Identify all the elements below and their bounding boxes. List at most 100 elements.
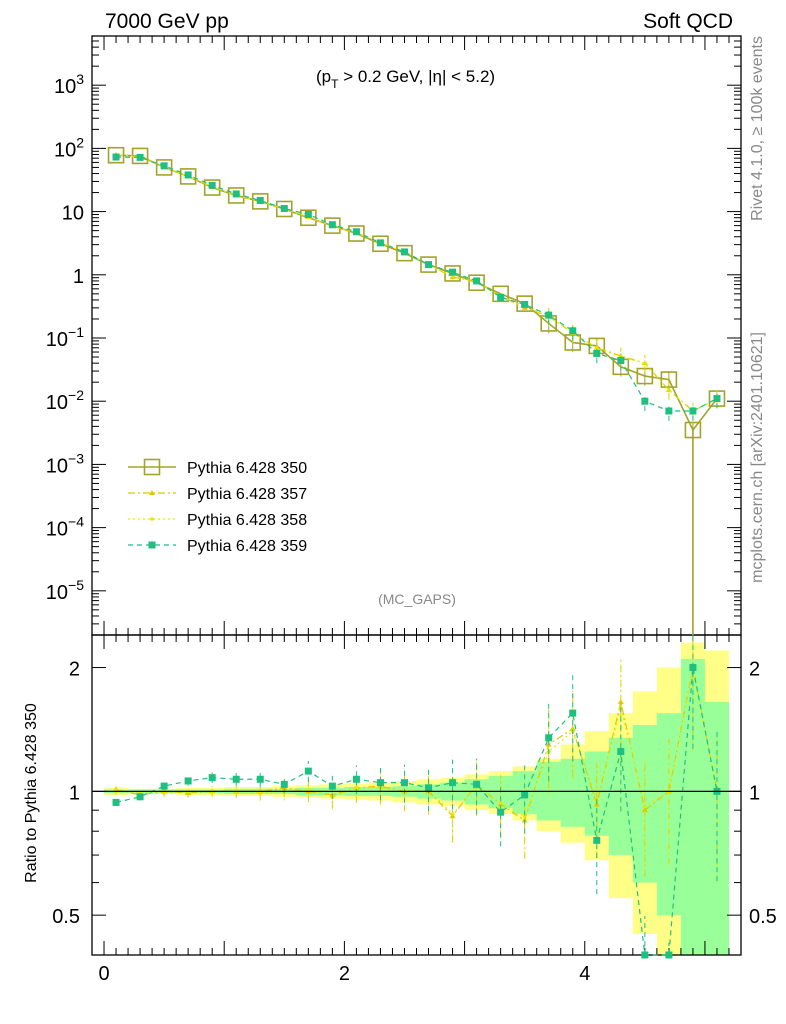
ratio-data-point (450, 812, 455, 816)
ratio-y-tick-labels: 0.5 0.5 1 1 2 2 (52, 659, 777, 929)
main-y-tick-label: 10−2 (46, 387, 84, 414)
main-data-point (617, 357, 625, 365)
main-data-point (107, 146, 125, 164)
ratio-data-point (352, 775, 360, 783)
main-data-point (396, 244, 413, 262)
ratio-uncertainty-bands (104, 642, 729, 955)
main-y-tick-label: 1 (73, 266, 84, 288)
main-data-point (492, 285, 509, 303)
main-series-line (116, 154, 718, 412)
main-data-point (160, 162, 168, 170)
ratio-y-axis-label: Ratio to Pythia 6.428 350 (23, 703, 40, 883)
main-data-point (112, 153, 120, 161)
main-data-point (184, 171, 192, 179)
main-data-point (425, 261, 433, 269)
ratio-data-point (497, 808, 505, 816)
ratio-data-point (232, 775, 240, 783)
x-axis-ticks (103, 36, 730, 955)
cut-annotation: (pT > 0.2 GeV, |η| < 5.2) (316, 67, 495, 91)
legend: Pythia 6.428 350 Pythia 6.428 357 Pythia 6… (128, 458, 307, 555)
main-data-point (473, 277, 481, 285)
ratio-data-point (160, 782, 168, 790)
main-data-point (232, 190, 240, 198)
ratio-data-point (689, 664, 697, 672)
ratio-data-point (304, 767, 312, 775)
ratio-data-point (258, 791, 263, 795)
main-data-point (348, 225, 365, 242)
main-data-point (136, 153, 144, 161)
side-label-rivet: Rivet 4.1.0, ≥ 100k events (749, 36, 766, 221)
ratio-y-tick-label-left: 0.5 (52, 906, 80, 928)
legend-entry-label: Pythia 6.428 357 (187, 486, 307, 503)
main-data-point (689, 407, 697, 415)
main-data-point (208, 181, 216, 189)
ratio-data-point (400, 779, 408, 787)
ratio-data-point (306, 787, 311, 792)
main-data-point (324, 217, 341, 234)
ratio-data-point (641, 951, 649, 959)
ratio-data-point (473, 780, 481, 788)
main-data-point (420, 256, 437, 273)
header-left: 7000 GeV pp (105, 10, 229, 33)
ratio-data-point (256, 775, 264, 783)
ratio-series-line (115, 667, 718, 956)
side-label-mcplots: mcplots.cern.ch [arXiv:2401.10621] (749, 332, 766, 583)
header-right: Soft QCD (643, 10, 733, 33)
main-y-tick-label: 10 (62, 203, 84, 225)
main-data-point (280, 204, 288, 212)
main-data-point (328, 221, 336, 229)
legend-marker (150, 517, 154, 521)
ratio-data-point (643, 804, 647, 809)
x-tick-label: 4 (579, 963, 590, 985)
ratio-data-point (112, 798, 120, 806)
ratio-data-point (449, 779, 457, 787)
ratio-data-point (641, 807, 648, 813)
ratio-data-point (498, 800, 503, 805)
main-data-point (593, 349, 601, 357)
main-series-line (115, 154, 718, 412)
ratio-data-point (665, 951, 673, 959)
main-data-point (352, 228, 360, 236)
main-data-point (641, 397, 649, 405)
main-data-point (256, 196, 264, 204)
main-data-point (497, 293, 505, 301)
x-tick-labels: 0 2 4 (98, 963, 590, 985)
main-data-point (449, 268, 457, 276)
main-y-tick-label: 103 (54, 71, 84, 98)
main-data-point (660, 371, 678, 388)
main-y-tick-label: 10−1 (46, 324, 84, 351)
main-data-point (667, 388, 671, 392)
main-data-point (372, 235, 389, 253)
main-data-point (468, 274, 485, 291)
legend-entry-label: Pythia 6.428 358 (187, 512, 307, 529)
ratio-band-green (104, 658, 729, 955)
main-series (107, 146, 726, 635)
ratio-data-point (617, 748, 625, 756)
legend-entry-label: Pythia 6.428 359 (187, 538, 307, 555)
main-series-line (116, 154, 718, 432)
ratio-y-tick-label-right: 0.5 (749, 906, 777, 928)
main-data-point (227, 187, 245, 204)
main-y-tick-label: 10−4 (46, 514, 84, 541)
main-series-line (116, 156, 718, 412)
ratio-data-point (521, 791, 529, 799)
ratio-data-point (569, 709, 577, 717)
main-data-point (251, 193, 269, 210)
main-y-tick-label: 102 (54, 134, 84, 161)
legend-marker (149, 490, 155, 495)
legend-marker (143, 458, 161, 476)
analysis-watermark: (MC_GAPS) (378, 591, 456, 607)
ratio-data-point (162, 791, 166, 795)
main-y-tick-label: 10−3 (46, 450, 84, 477)
ratio-data-point (354, 786, 359, 790)
ratio-data-point (593, 836, 601, 844)
ratio-data-point (376, 779, 384, 787)
x-tick-label: 0 (98, 963, 109, 985)
main-axis-ticks (92, 35, 741, 636)
ratio-data-point (184, 777, 192, 785)
legend-entry-label: Pythia 6.428 350 (187, 460, 307, 477)
main-data-point (545, 311, 553, 319)
main-data-point (665, 407, 673, 415)
ratio-data-point (280, 780, 288, 788)
